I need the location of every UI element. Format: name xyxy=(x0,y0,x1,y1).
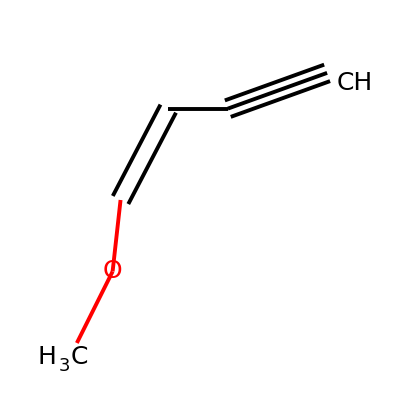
Text: O: O xyxy=(103,260,122,284)
Text: C: C xyxy=(71,345,88,369)
Text: 3: 3 xyxy=(59,357,70,375)
Text: CH: CH xyxy=(337,71,373,95)
Text: H: H xyxy=(37,345,56,369)
